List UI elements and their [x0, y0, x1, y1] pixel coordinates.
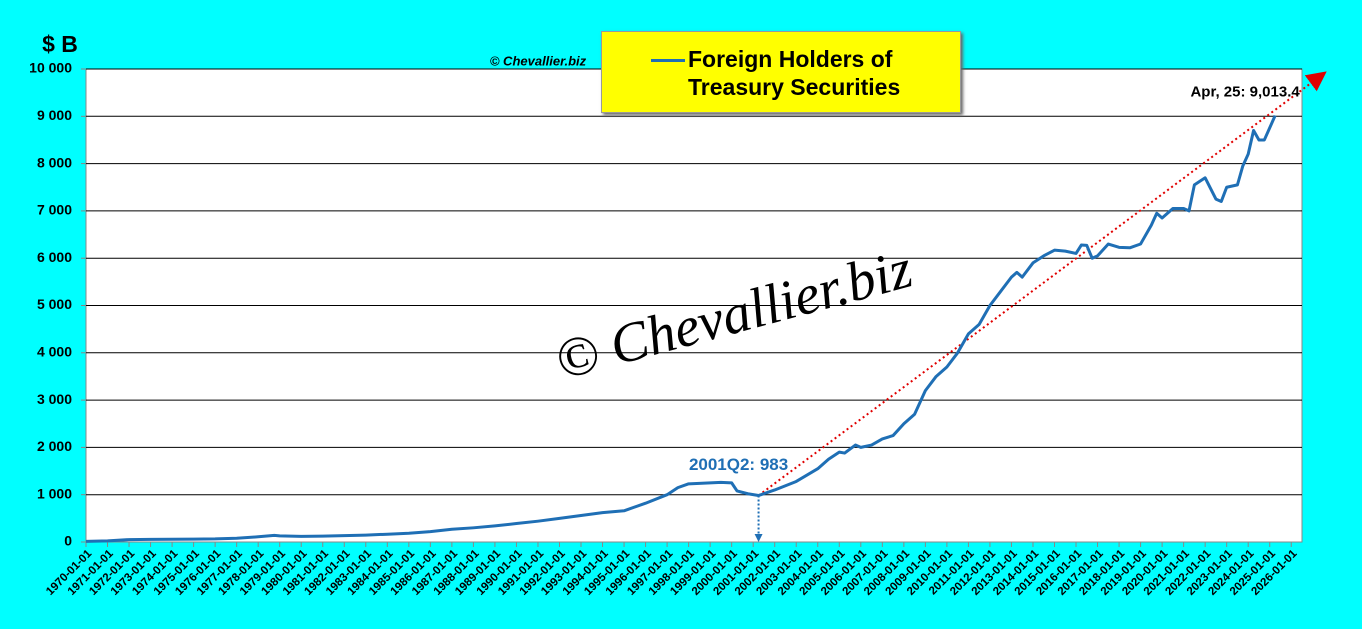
y-axis-label: $ B: [42, 31, 78, 57]
y-tick-label: 10 000: [29, 60, 72, 76]
annotation: Apr, 25: 9,013.4: [1190, 84, 1300, 101]
series-line: [85, 115, 1277, 543]
y-tick-label: 7 000: [37, 202, 72, 218]
annotation-arrow: [754, 534, 763, 542]
credit: © Chevallier.biz: [490, 53, 587, 68]
y-tick-label: 6 000: [37, 249, 72, 265]
y-tick-label: 8 000: [37, 154, 72, 170]
annotation: 2001Q2: 983: [689, 455, 788, 474]
y-tick-label: 0: [64, 533, 72, 549]
legend: Foreign Holders of Treasury Securities: [601, 31, 961, 113]
y-tick-label: 3 000: [37, 391, 72, 407]
legend-label: Foreign Holders of Treasury Securities: [688, 46, 901, 100]
y-tick-label: 5 000: [37, 296, 72, 312]
y-tick-label: 4 000: [37, 344, 72, 360]
y-tick-label: 1 000: [37, 485, 72, 501]
legend-swatch: [651, 59, 685, 62]
y-tick-label: 9 000: [37, 107, 72, 123]
y-tick-label: 2 000: [37, 438, 72, 454]
